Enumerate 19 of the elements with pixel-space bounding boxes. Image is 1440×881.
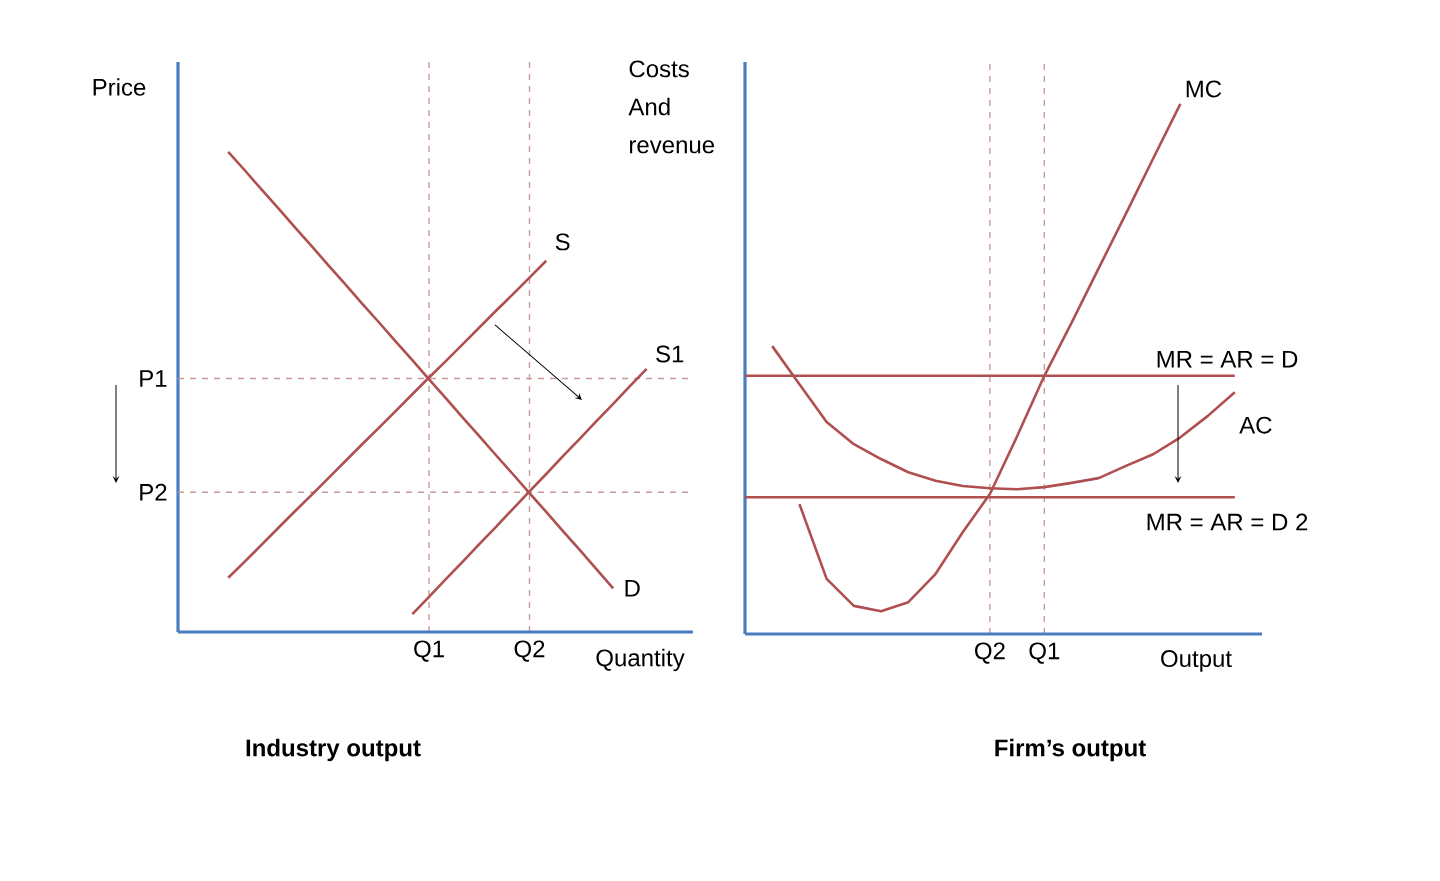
x-axis-title: Quantity xyxy=(596,648,685,672)
y-axis-title: Price xyxy=(93,78,146,96)
x-axis-title: Output xyxy=(1161,650,1232,672)
ref-line-label: P2 xyxy=(140,483,167,501)
series-label: D xyxy=(625,580,640,597)
x-tick-label: Q2 xyxy=(975,642,1005,664)
x-tick-label: Q1 xyxy=(414,640,444,662)
series-label: S1 xyxy=(656,345,684,363)
x-tick-label: Q2 xyxy=(514,640,545,662)
series-label: MC xyxy=(1186,80,1222,98)
y-axis-title: Costs And revenue xyxy=(628,60,715,154)
series-label: S xyxy=(555,233,570,251)
series-label: MR = AR = D 2 xyxy=(1147,513,1308,531)
x-tick-label: Q1 xyxy=(1029,642,1060,664)
series-label: AC xyxy=(1239,416,1272,434)
ref-line-label: P1 xyxy=(140,370,167,387)
text: Firm’s output xyxy=(995,738,1146,762)
series-label: MR = AR = D xyxy=(1157,350,1298,368)
text: Industry output xyxy=(246,738,421,762)
